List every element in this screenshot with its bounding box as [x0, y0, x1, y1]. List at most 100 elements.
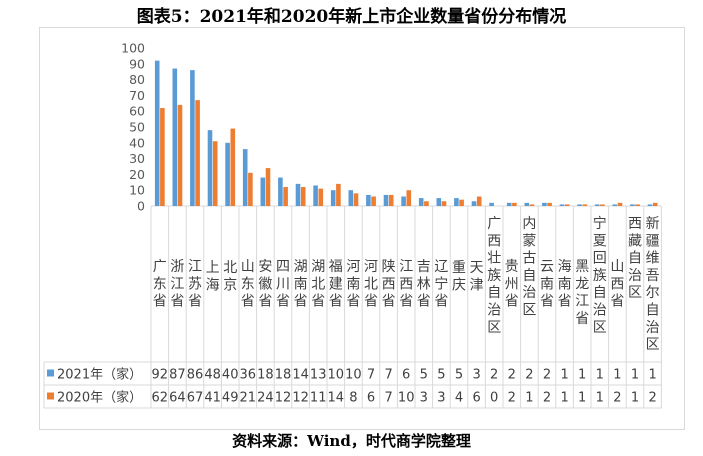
- bar-2020: [160, 108, 165, 206]
- bar-2020: [318, 188, 324, 206]
- y-tick-label: 20: [129, 167, 145, 182]
- bar-2020: [195, 100, 200, 206]
- bar-2020: [582, 204, 588, 206]
- x-tick-label: 山东省: [241, 259, 255, 310]
- data-table-value: 7: [367, 368, 375, 383]
- data-table-value: 1: [648, 368, 656, 383]
- bar-2021: [366, 194, 371, 206]
- bar-2021: [542, 202, 547, 206]
- bar-2020: [300, 187, 306, 206]
- x-tick-label: 浙江省: [170, 259, 184, 310]
- data-table-value: 6: [402, 368, 410, 383]
- data-table-value: 10: [398, 391, 415, 406]
- data-table-value: 21: [240, 391, 257, 406]
- x-tick-label: 宁夏回族自治区: [593, 215, 607, 336]
- data-table-value: 18: [275, 368, 292, 383]
- data-table-value: 10: [328, 368, 345, 383]
- bar-2021: [630, 204, 635, 206]
- bar-2020: [406, 190, 412, 206]
- data-table-value: 2: [525, 368, 533, 383]
- data-table-value: 2: [508, 391, 516, 406]
- x-tick-label: 辽宁省: [434, 259, 448, 310]
- bar-2021: [242, 149, 248, 206]
- bar-2020: [248, 172, 253, 206]
- y-tick-label: 0: [137, 199, 145, 214]
- data-table-value: 11: [310, 391, 327, 406]
- bar-2021: [295, 183, 301, 206]
- bar-2020: [424, 201, 429, 206]
- bar-2020: [177, 104, 183, 206]
- bar-2020: [388, 194, 394, 206]
- bar-2020: [512, 202, 517, 206]
- x-tick-label: 山西省: [610, 259, 624, 310]
- bar-2020: [564, 204, 570, 206]
- data-table-value: 2: [543, 391, 551, 406]
- bar-2021: [418, 198, 424, 206]
- bar-2020: [476, 196, 482, 206]
- x-tick-label: 上海: [206, 260, 220, 293]
- x-tick-label: 广东省: [153, 259, 167, 310]
- data-table-value: 8: [349, 391, 357, 406]
- data-table-value: 1: [631, 391, 639, 406]
- data-table-value: 13: [310, 368, 327, 383]
- data-table-value: 1: [596, 368, 604, 383]
- bar-2021: [225, 142, 230, 206]
- data-table-value: 2: [613, 391, 621, 406]
- data-table-value: 18: [257, 368, 274, 383]
- data-table-value: 5: [437, 368, 445, 383]
- data-table-value: 6: [472, 391, 480, 406]
- data-table-value: 6: [367, 391, 375, 406]
- bar-2021: [190, 70, 195, 207]
- bar-2021: [506, 202, 512, 206]
- data-table-value: 12: [292, 391, 309, 406]
- data-table-value: 2: [648, 391, 656, 406]
- bar-2021: [471, 201, 477, 206]
- legend-swatch-2020: [47, 392, 54, 400]
- x-tick-label: 四川省: [276, 259, 290, 310]
- x-tick-label: 黑龙江省: [575, 259, 589, 327]
- data-table-value: 64: [169, 391, 186, 406]
- bar-2020: [529, 204, 535, 206]
- y-tick-label: 10: [129, 183, 145, 198]
- x-tick-label: 安徽省: [258, 259, 272, 310]
- bar-2020: [652, 202, 658, 206]
- bar-2021: [647, 204, 653, 206]
- data-table-value: 49: [222, 391, 239, 406]
- data-table-value: 41: [204, 391, 221, 406]
- bar-2021: [172, 68, 178, 206]
- data-table-value: 14: [328, 391, 345, 406]
- x-tick-label: 重庆: [452, 260, 466, 293]
- data-table-value: 3: [437, 391, 445, 406]
- data-table-value: 2: [543, 368, 551, 383]
- bar-2021: [454, 198, 459, 206]
- x-tick-label: 湖北省: [311, 259, 325, 310]
- bar-2021: [401, 196, 406, 206]
- data-table-value: 3: [472, 368, 480, 383]
- bar-2021: [436, 198, 442, 206]
- legend-swatch-2021: [47, 369, 54, 377]
- bar-2021: [348, 190, 354, 206]
- data-table-value: 24: [257, 391, 274, 406]
- bar-2021: [612, 204, 618, 206]
- x-tick-label: 福建省: [329, 259, 343, 310]
- data-table-value: 10: [345, 368, 362, 383]
- x-tick-label: 河南省: [346, 259, 360, 310]
- data-table-value: 7: [384, 391, 392, 406]
- x-tick-label: 贵州省: [505, 259, 519, 310]
- bar-2020: [371, 196, 376, 206]
- data-table-value: 1: [560, 368, 568, 383]
- bar-2020: [441, 201, 447, 206]
- y-tick-label: 90: [129, 56, 145, 71]
- bar-2021: [154, 60, 160, 206]
- x-tick-label: 江苏省: [188, 259, 202, 310]
- chart-frame: [39, 27, 685, 430]
- data-table-value: 1: [596, 391, 604, 406]
- data-table-value: 86: [187, 368, 204, 383]
- bar-2021: [313, 185, 318, 206]
- y-tick-label: 40: [129, 135, 145, 150]
- x-tick-label: 陕西省: [382, 259, 396, 310]
- data-table-value: 1: [525, 391, 533, 406]
- x-tick-label: 新疆维吾尔自治区: [646, 216, 660, 353]
- data-table-value: 1: [578, 391, 586, 406]
